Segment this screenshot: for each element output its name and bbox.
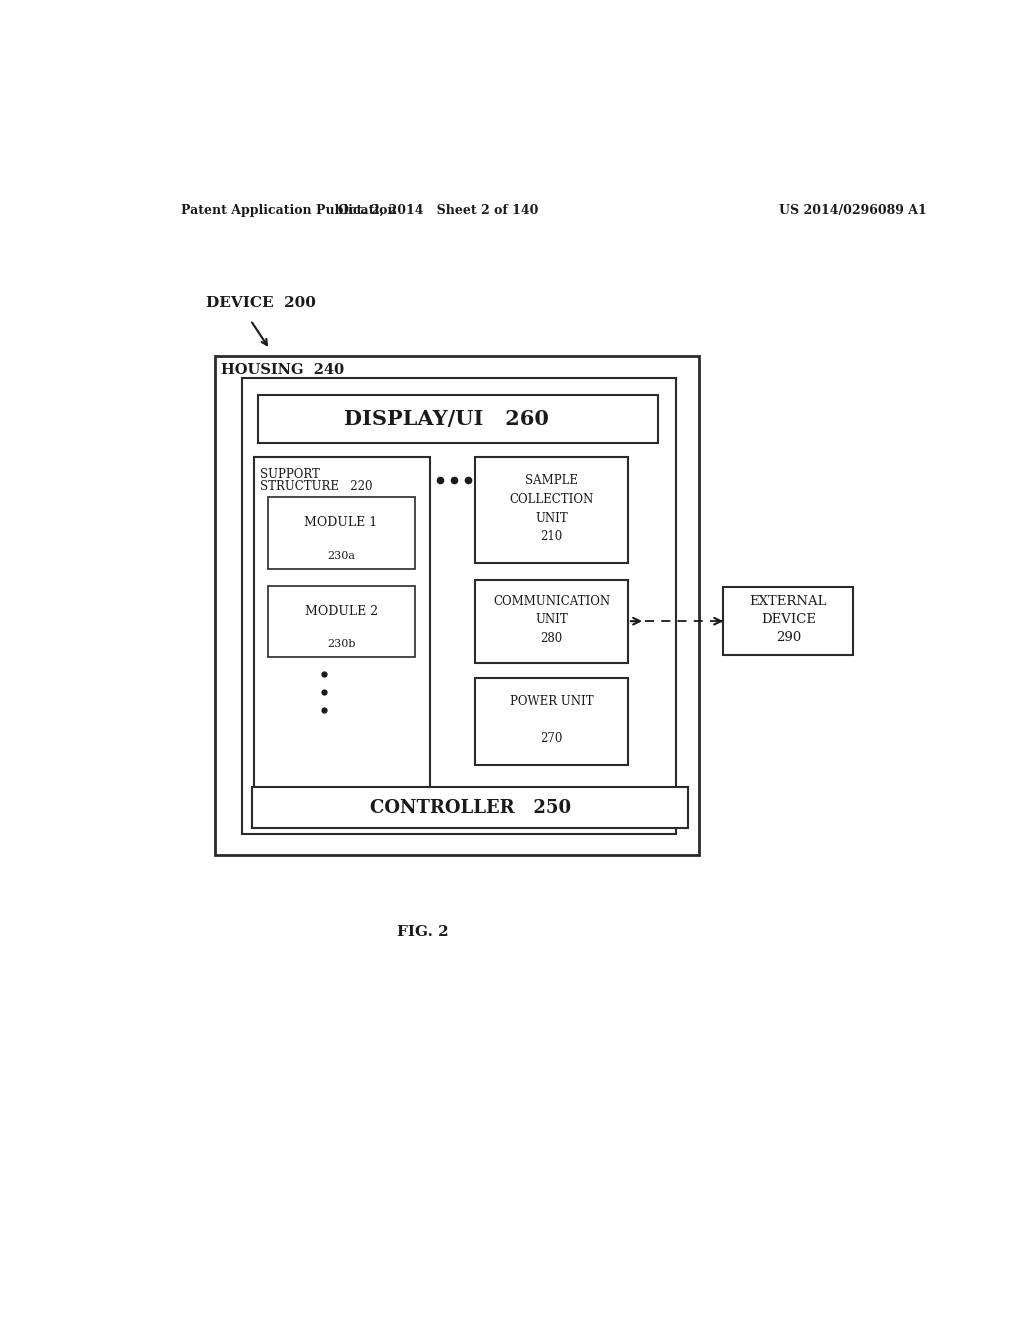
- Text: 230b: 230b: [327, 639, 355, 649]
- Text: POWER UNIT

270: POWER UNIT 270: [510, 696, 593, 744]
- Bar: [252, 788, 688, 828]
- Text: DEVICE  200: DEVICE 200: [206, 296, 315, 310]
- Bar: [258, 395, 658, 442]
- Text: HOUSING  240: HOUSING 240: [221, 363, 344, 378]
- Bar: [242, 378, 676, 834]
- Bar: [254, 457, 430, 808]
- Bar: [215, 356, 699, 855]
- Text: EXTERNAL
DEVICE
290: EXTERNAL DEVICE 290: [750, 595, 827, 644]
- Text: SUPPORT: SUPPORT: [260, 469, 319, 480]
- Bar: [267, 586, 415, 657]
- Text: COMMUNICATION
UNIT
280: COMMUNICATION UNIT 280: [493, 594, 610, 644]
- Text: MODULE 2: MODULE 2: [304, 605, 378, 618]
- Text: Patent Application Publication: Patent Application Publication: [180, 205, 396, 218]
- Text: US 2014/0296089 A1: US 2014/0296089 A1: [779, 205, 927, 218]
- Bar: [267, 498, 415, 569]
- Text: CONTROLLER   250: CONTROLLER 250: [370, 799, 570, 817]
- Bar: [475, 457, 628, 564]
- Text: STRUCTURE   220: STRUCTURE 220: [260, 480, 373, 494]
- Bar: [723, 587, 853, 655]
- Text: SAMPLE
COLLECTION
UNIT
210: SAMPLE COLLECTION UNIT 210: [509, 474, 594, 543]
- Text: 230a: 230a: [327, 550, 355, 561]
- Text: Oct. 2, 2014   Sheet 2 of 140: Oct. 2, 2014 Sheet 2 of 140: [338, 205, 539, 218]
- Text: DISPLAY/UI   260: DISPLAY/UI 260: [344, 409, 549, 429]
- Text: FIG. 2: FIG. 2: [396, 925, 449, 940]
- Bar: [475, 678, 628, 766]
- Bar: [475, 579, 628, 663]
- Text: MODULE 1: MODULE 1: [304, 516, 378, 529]
